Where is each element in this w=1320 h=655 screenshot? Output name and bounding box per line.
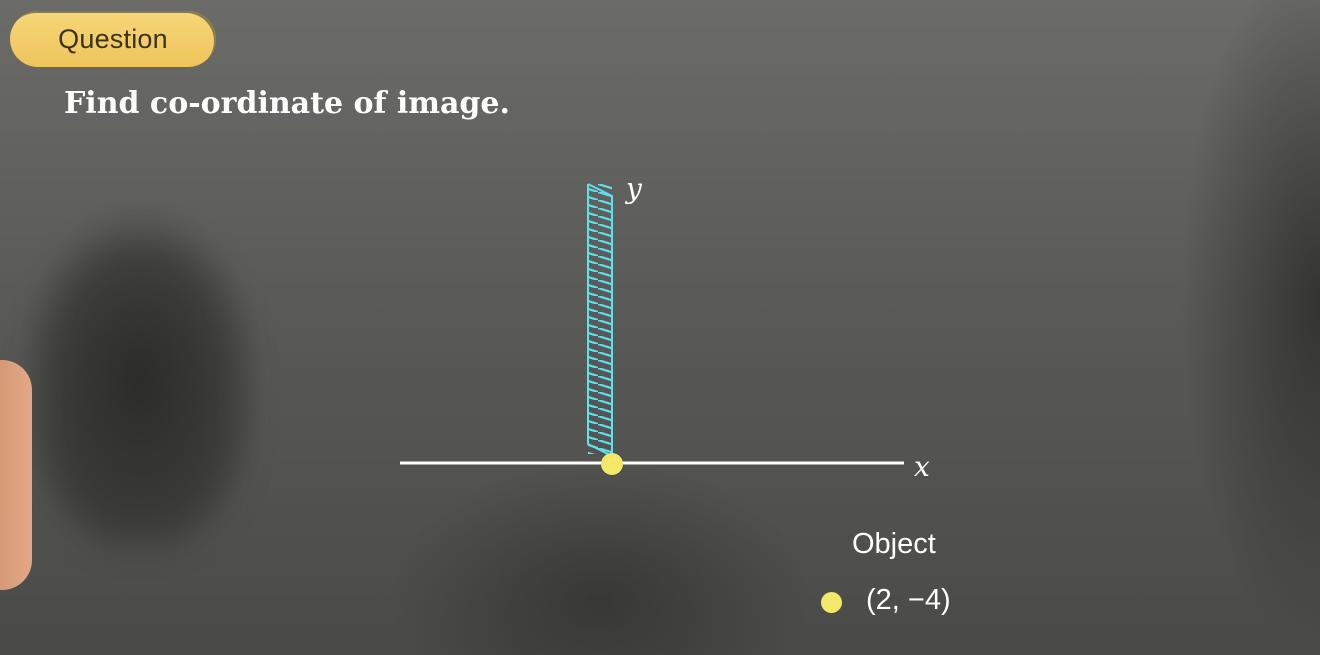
presenter-hand	[0, 360, 32, 590]
x-axis-label: x	[914, 450, 930, 483]
object-point-marker	[821, 592, 842, 613]
legend-title: Object	[852, 528, 936, 560]
y-axis-label: y	[626, 172, 642, 205]
question-badge: Question	[10, 11, 216, 67]
question-badge-label: Question	[58, 23, 168, 54]
origin-point	[601, 453, 623, 475]
question-text: Find co-ordinate of image.	[64, 86, 510, 121]
mirror-hatching	[588, 184, 612, 454]
object-coordinate: (2, −4)	[866, 584, 951, 616]
hand-shadow	[40, 240, 240, 540]
